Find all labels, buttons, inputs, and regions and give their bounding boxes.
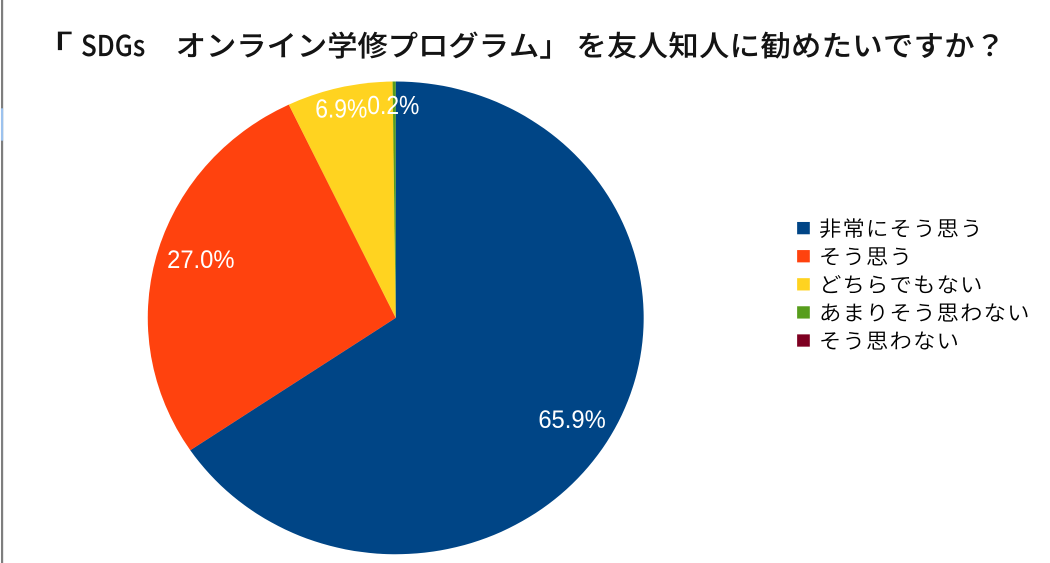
svg-text:27.0%: 27.0% bbox=[167, 247, 234, 275]
svg-text:65.9%: 65.9% bbox=[538, 406, 605, 434]
svg-text:6.9%: 6.9% bbox=[315, 95, 367, 124]
svg-text:0.2%: 0.2% bbox=[367, 92, 419, 121]
